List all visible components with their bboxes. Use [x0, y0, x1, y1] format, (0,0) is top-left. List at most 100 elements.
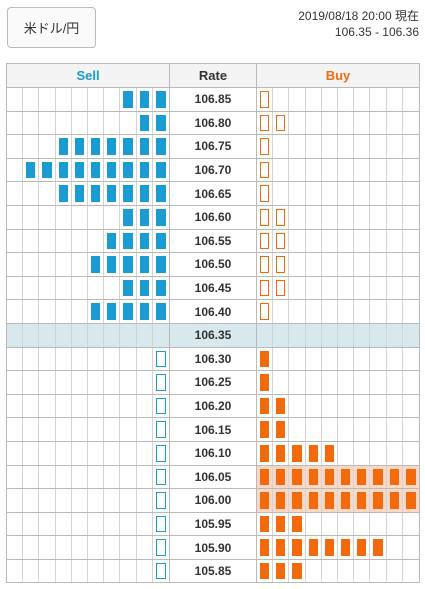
buy-bar: [273, 465, 290, 489]
grid-cell: [370, 394, 387, 418]
grid-cell: [88, 418, 105, 441]
grid-cell: [354, 253, 371, 276]
grid-cell: [322, 88, 338, 111]
grid-cell: [39, 182, 56, 205]
table-row: 106.10: [6, 440, 420, 466]
grid-cell: [306, 253, 322, 276]
grid-cell: [72, 111, 88, 135]
buy-volume-cell: [256, 558, 420, 584]
sell-volume-cell: [6, 322, 170, 348]
grid-cell: [338, 158, 355, 182]
sell-bar: [104, 229, 121, 253]
grid-cell: [56, 300, 72, 323]
grid-cell: [322, 347, 338, 371]
grid-cell: [403, 253, 419, 276]
sell-volume-cell: [6, 440, 170, 466]
rate-value: 106.30: [169, 346, 257, 372]
sell-volume-cell: [6, 511, 170, 537]
sell-bar: [120, 253, 137, 276]
sell-header: Sell: [6, 63, 170, 88]
grid-cell: [72, 347, 88, 371]
buy-empty-marker: [273, 229, 290, 253]
grid-cell: [370, 88, 387, 111]
buy-bar: [257, 536, 274, 559]
grid-cell: [39, 465, 56, 489]
sell-bar: [56, 158, 72, 182]
buy-volume-cell: [256, 181, 420, 206]
grid-cell: [306, 559, 322, 583]
grid-cell: [403, 206, 419, 229]
grid-cell: [306, 347, 322, 371]
table-row: 106.70: [6, 157, 420, 183]
grid-cell: [56, 536, 72, 559]
sell-empty-marker: [153, 536, 169, 559]
grid-cell: [354, 229, 371, 253]
grid-cell: [56, 111, 72, 135]
grid-cell: [338, 559, 355, 583]
grid-cell: [23, 536, 40, 559]
grid-cell: [72, 229, 88, 253]
buy-volume-cell: [256, 488, 420, 513]
grid-cell: [88, 489, 105, 512]
grid-cell: [104, 323, 121, 347]
currency-pair-button[interactable]: 米ドル/円: [7, 7, 96, 48]
grid-cell: [387, 253, 403, 276]
sell-bar: [120, 229, 137, 253]
buy-empty-marker: [257, 253, 274, 276]
grid-cell: [56, 489, 72, 512]
grid-cell: [88, 441, 105, 465]
grid-cell: [387, 347, 403, 371]
rate-value: 106.40: [169, 299, 257, 324]
table-row: 106.00: [6, 488, 420, 513]
grid-cell: [7, 512, 24, 536]
buy-bar: [322, 465, 338, 489]
grid-cell: [7, 441, 24, 465]
sell-bar: [104, 135, 121, 158]
grid-cell: [88, 111, 105, 135]
buy-volume-cell: [256, 370, 420, 395]
grid-cell: [104, 465, 121, 489]
sell-bar: [137, 182, 153, 205]
table-row: 105.90: [6, 535, 420, 560]
grid-cell: [354, 441, 371, 465]
grid-cell: [7, 158, 24, 182]
grid-cell: [387, 559, 403, 583]
sell-volume-cell: [6, 417, 170, 442]
grid-cell: [387, 394, 403, 418]
grid-cell: [370, 158, 387, 182]
rate-value: 105.85: [169, 558, 257, 584]
buy-volume-cell: [256, 346, 420, 372]
grid-cell: [322, 300, 338, 323]
grid-cell: [88, 536, 105, 559]
grid-cell: [387, 182, 403, 205]
grid-cell: [72, 489, 88, 512]
grid-cell: [137, 559, 153, 583]
buy-volume-cell: [256, 87, 420, 112]
grid-cell: [72, 300, 88, 323]
grid-cell: [39, 489, 56, 512]
grid-cell: [88, 347, 105, 371]
sell-volume-cell: [6, 535, 170, 560]
buy-volume-cell: [256, 299, 420, 324]
order-book-body: 106.85 106.80 106.75 106.70 106.65 106.60 106.…: [6, 87, 420, 584]
grid-cell: [354, 418, 371, 441]
sell-empty-marker: [153, 489, 169, 512]
buy-volume-cell: [256, 252, 420, 277]
grid-cell: [338, 111, 355, 135]
grid-cell: [306, 158, 322, 182]
buy-volume-cell: [256, 157, 420, 183]
buy-bar: [370, 489, 387, 512]
grid-cell: [104, 489, 121, 512]
grid-cell: [370, 205, 387, 229]
sell-bar: [88, 135, 105, 158]
sell-bar: [72, 135, 88, 158]
grid-cell: [39, 371, 56, 394]
grid-cell: [72, 276, 88, 300]
grid-cell: [403, 230, 419, 253]
buy-empty-marker: [257, 205, 274, 229]
grid-cell: [387, 276, 403, 300]
grid-cell: [306, 182, 322, 205]
grid-cell: [39, 559, 56, 583]
buy-empty-marker: [257, 276, 274, 300]
grid-cell: [72, 253, 88, 276]
